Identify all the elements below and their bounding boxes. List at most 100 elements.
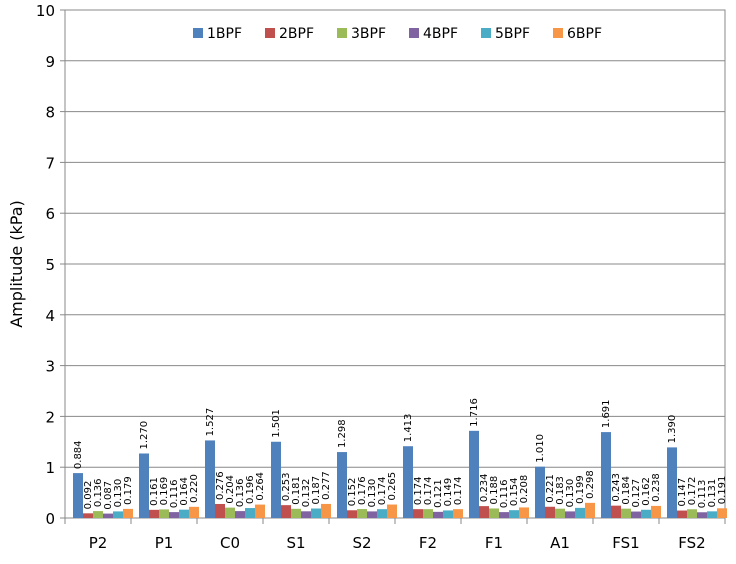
data-label: 0.174: [453, 477, 464, 506]
legend-swatch: [409, 28, 419, 38]
x-tick-label: F1: [485, 534, 503, 552]
data-label: 0.092: [83, 481, 94, 510]
bar: [321, 503, 331, 518]
data-label: 0.113: [697, 480, 708, 509]
bar: [519, 507, 529, 518]
legend-label: 2BPF: [279, 26, 314, 42]
bar: [271, 441, 281, 518]
x-tick-label: F2: [419, 534, 437, 552]
data-label: 0.277: [321, 471, 332, 500]
data-label: 0.220: [189, 474, 200, 503]
y-tick-label: 1: [45, 459, 55, 477]
data-label: 0.147: [677, 478, 688, 507]
y-tick-label: 7: [45, 154, 55, 172]
bar: [347, 510, 357, 518]
bar: [73, 473, 83, 518]
data-label: 0.221: [545, 474, 556, 503]
data-label: 0.176: [357, 476, 368, 505]
bar: [677, 510, 687, 518]
bar: [139, 453, 149, 518]
bar: [423, 509, 433, 518]
bar: [387, 504, 397, 518]
y-tick-label: 3: [45, 358, 55, 376]
x-tick-label: FS1: [612, 534, 639, 552]
data-label: 0.121: [433, 479, 444, 508]
y-tick-label: 0: [45, 510, 55, 528]
legend-swatch: [553, 28, 563, 38]
bar-series: [73, 430, 727, 518]
bar: [651, 505, 661, 518]
data-label: 1.390: [667, 415, 678, 444]
data-label: 0.174: [423, 477, 434, 506]
data-label: 0.884: [73, 440, 84, 469]
data-label: 0.154: [509, 478, 520, 507]
legend-label: 4BPF: [423, 26, 458, 42]
bar: [149, 509, 159, 518]
bar: [667, 447, 677, 518]
data-label: 0.234: [479, 473, 490, 502]
data-label: 0.208: [519, 475, 530, 504]
legend-label: 5BPF: [495, 26, 530, 42]
y-axis: 0 1 2 3 4 5 6 7 8 9 10: [36, 2, 65, 528]
bar: [631, 511, 641, 518]
bar: [499, 512, 509, 518]
bar: [601, 432, 611, 518]
data-label: 0.181: [291, 476, 302, 505]
data-label: 0.188: [489, 476, 500, 505]
y-axis-label: Amplitude (kPa): [7, 200, 26, 328]
data-label: 1.691: [601, 399, 612, 428]
data-label: 0.196: [245, 475, 256, 504]
data-label: 0.191: [717, 476, 728, 505]
bar: [235, 511, 245, 518]
bar: [255, 504, 265, 518]
bar: [489, 508, 499, 518]
bar: [83, 513, 93, 518]
y-tick-label: 2: [45, 408, 55, 426]
bar: [311, 508, 321, 518]
bar: [113, 511, 123, 518]
bar: [545, 506, 555, 518]
data-label: 0.238: [651, 473, 662, 502]
data-label: 0.265: [387, 472, 398, 501]
bar: [291, 508, 301, 518]
data-label: 1.413: [403, 414, 414, 443]
x-tick-label: P1: [155, 534, 174, 552]
bar: [535, 466, 545, 518]
legend: 1BPF 2BPF 3BPF 4BPF 5BPF 6BPF: [193, 26, 602, 42]
data-label: 0.127: [631, 479, 642, 508]
data-label: 0.204: [225, 475, 236, 504]
x-tick-label: P2: [89, 534, 108, 552]
bar: [281, 505, 291, 518]
bar: [159, 509, 169, 518]
bar: [453, 509, 463, 518]
y-tick-label: 10: [36, 2, 55, 20]
bar: [205, 440, 215, 518]
y-tick-label: 9: [45, 53, 55, 71]
x-axis: P2 P1 C0 S1 S2 F2 F1 A1 FS1 FS2: [64, 518, 726, 552]
data-label: 0.183: [555, 476, 566, 505]
bar: [301, 511, 311, 518]
bar: [103, 513, 113, 518]
data-label: 0.152: [347, 478, 358, 507]
bar: [717, 508, 727, 518]
data-label: 0.172: [687, 477, 698, 506]
data-label: 0.136: [93, 478, 104, 507]
bar: [225, 507, 235, 518]
bar: [215, 503, 225, 518]
data-label: 0.130: [113, 479, 124, 508]
bar: [413, 509, 423, 518]
bar: [555, 508, 565, 518]
bar: [403, 446, 413, 518]
data-label: 0.164: [179, 477, 190, 506]
data-label: 0.187: [311, 476, 322, 505]
bar: [189, 506, 199, 518]
legend-swatch: [265, 28, 275, 38]
x-tick-label: S1: [286, 534, 305, 552]
data-label: 0.116: [169, 479, 180, 508]
data-label: 0.243: [611, 473, 622, 502]
data-label: 0.264: [255, 472, 266, 501]
data-label: 0.174: [377, 477, 388, 506]
